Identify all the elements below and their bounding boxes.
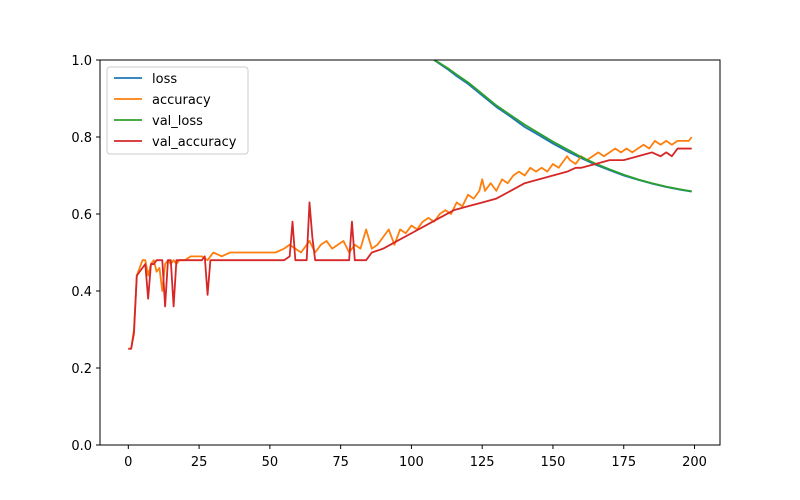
- legend-label-loss: loss: [152, 72, 177, 87]
- x-tick-label: 0: [124, 455, 132, 470]
- x-tick-label: 150: [541, 455, 566, 470]
- series-line-val-accuracy: [128, 147, 692, 350]
- y-tick-label: 0.6: [71, 208, 92, 223]
- series-layer: [128, 60, 693, 350]
- legend-box: [106, 66, 249, 155]
- y-tick-label: 0.2: [71, 362, 92, 377]
- plot-frame: [99, 59, 721, 446]
- legend-label-accuracy: accuracy: [152, 93, 211, 108]
- x-tick-label: 175: [611, 455, 636, 470]
- x-tick-label: 100: [399, 455, 424, 470]
- y-tick-label: 1.0: [71, 54, 92, 69]
- series-line-accuracy: [128, 136, 693, 350]
- x-tick-label: 75: [332, 455, 349, 470]
- legend: loss accuracy val_loss val_accuracy: [106, 66, 249, 155]
- legend-label-val-accuracy: val_accuracy: [152, 135, 237, 150]
- x-tick-label: 125: [470, 455, 495, 470]
- x-axis: 0 25 50 75 100 125 150 175 200: [124, 445, 707, 470]
- x-tick-label: 50: [262, 455, 279, 470]
- series-line-val-loss: [433, 60, 692, 193]
- x-tick-label: 25: [191, 455, 208, 470]
- legend-label-val-loss: val_loss: [152, 114, 203, 129]
- y-tick-label: 0.0: [71, 439, 92, 454]
- x-tick-label: 200: [682, 455, 707, 470]
- y-axis: 0.0 0.2 0.4 0.6 0.8 1.0: [71, 54, 100, 454]
- y-tick-label: 0.4: [71, 285, 92, 300]
- y-tick-label: 0.8: [71, 131, 92, 146]
